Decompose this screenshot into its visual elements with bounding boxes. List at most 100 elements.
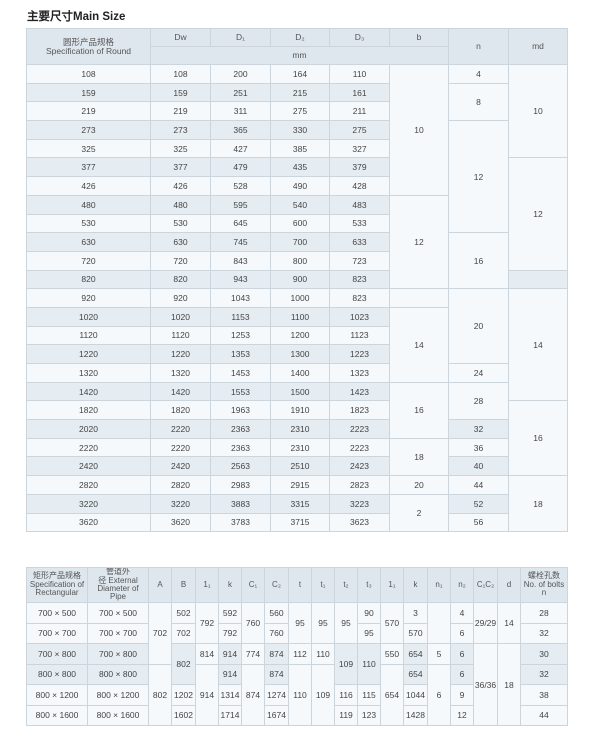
column-header: 1₁ (380, 567, 404, 603)
table-cell: 2310 (270, 419, 330, 439)
column-header: Dw (150, 28, 211, 47)
table-cell: 6 (450, 663, 474, 685)
table-cell: 700 × 800 (26, 643, 88, 665)
table-cell: 570 (380, 602, 404, 644)
table-cell: 16 (448, 232, 509, 290)
table-cell: 14 (389, 306, 449, 383)
table-cell: 44 (520, 704, 568, 726)
table-cell: 1674 (264, 704, 289, 726)
column-header: D₁ (210, 28, 271, 47)
table-cell: 592 (218, 602, 242, 624)
table-cell: 2820 (150, 475, 211, 495)
column-header: C₁C₂ (473, 567, 498, 603)
table-cell: 9 (450, 684, 474, 706)
table-cell: 2223 (329, 419, 390, 439)
table-cell: 29/29 (473, 602, 498, 644)
table-cell: 792 (195, 602, 219, 644)
table-cell: 109 (311, 663, 335, 726)
table-cell: 6 (427, 663, 451, 726)
table-cell: 1120 (150, 325, 211, 346)
table-cell: 427 (210, 138, 271, 159)
table-cell: 2223 (329, 437, 390, 458)
table-cell: 95 (334, 602, 358, 644)
table-cell: 480 (150, 194, 211, 215)
table-cell: 874 (241, 663, 265, 726)
table-cell: 2420 (26, 456, 151, 477)
table-cell: 1043 (210, 288, 271, 308)
table-cell: 1400 (270, 363, 330, 383)
table-cell: 109 (334, 643, 358, 685)
table-cell: 119 (334, 704, 358, 726)
table-cell: 219 (150, 101, 211, 122)
table-cell: 540 (270, 194, 330, 215)
table-cell: 700 × 800 (87, 643, 149, 665)
table-cell: 800 × 1600 (87, 704, 149, 726)
table-cell: 490 (270, 176, 330, 196)
table-cell: 24 (448, 363, 509, 383)
column-header: k (403, 567, 428, 603)
table-cell: 1353 (210, 344, 271, 364)
table-cell: 211 (329, 101, 390, 122)
column-header: B (171, 567, 196, 603)
table-cell: 1300 (270, 344, 330, 364)
table-cell: 550 (380, 643, 404, 665)
column-header: 矩形产品规格 Specification of Rectangular (26, 567, 88, 603)
table-row: 800 × 1200 800 × 1200 1202 1314 1274 116 115 10… (26, 684, 568, 706)
table-cell: 2823 (329, 475, 390, 495)
table-cell: 700 (270, 232, 330, 252)
table-cell: 654 (403, 643, 428, 665)
table-cell: 110 (311, 643, 335, 665)
table-cell: 702 (171, 622, 196, 644)
table-cell: 914 (218, 643, 242, 665)
column-header: C₁ (241, 567, 265, 603)
table-cell: 800 × 800 (87, 663, 149, 685)
header-row: 矩形产品规格 Specification of Rectangular 管道外 径… (26, 567, 568, 603)
table-cell: 800 × 1600 (26, 704, 88, 726)
table-cell: 3620 (26, 512, 151, 533)
table-cell: 36/36 (473, 643, 498, 726)
table-cell: 3220 (26, 493, 151, 514)
table-cell: 426 (26, 176, 151, 196)
table-cell: 1000 (270, 288, 330, 308)
table-cell: 1500 (270, 381, 330, 402)
table-cell: 14 (497, 602, 521, 644)
table-cell: 2420 (150, 456, 211, 477)
table-cell: 275 (270, 101, 330, 122)
table-cell: 428 (329, 176, 390, 196)
table-row: 273 273 365 330 275 12 (26, 120, 568, 234)
table-cell: 3883 (210, 493, 271, 514)
table-cell: 1202 (171, 684, 196, 706)
table-cell: 530 (150, 213, 211, 234)
table-row: 1020 1020 1153 1100 1023 14 (26, 306, 568, 383)
table-cell: 5 (427, 643, 451, 665)
table-cell: 479 (210, 157, 271, 178)
column-header: D₃ (329, 28, 390, 47)
table-cell: 426 (150, 176, 211, 196)
table-cell: 600 (270, 213, 330, 234)
table-cell: 2 (389, 493, 449, 533)
table-row: 2820 2820 2983 2915 2823 20 44 18 (26, 475, 568, 533)
table-cell: 40 (448, 456, 509, 477)
table-cell: 108 (26, 64, 151, 84)
table-cell: 943 (210, 269, 271, 290)
table-cell: 44 (448, 475, 509, 495)
table-row: 1820 1820 1963 1910 1823 16 (26, 400, 568, 477)
column-header: 螺栓孔数 No. of bolts n (520, 567, 568, 603)
column-header: t (288, 567, 312, 603)
table-row: 1320 1320 1453 1400 1323 24 (26, 363, 568, 383)
column-header: mm (150, 46, 449, 65)
table-cell: 3315 (270, 493, 330, 514)
table-cell: 6 (450, 622, 474, 644)
table-cell: 2310 (270, 437, 330, 458)
table-cell: 502 (171, 602, 196, 624)
table-cell: 800 × 1200 (87, 684, 149, 706)
column-header: 圆形产品规格 Specification of Round (26, 28, 151, 65)
table-cell: 95 (288, 602, 312, 644)
table-row: 1420 1420 1553 1500 1423 16 28 (26, 381, 568, 439)
table-cell: 12 (448, 120, 509, 234)
table-cell: 4 (448, 64, 509, 84)
table-cell (427, 602, 451, 644)
table-cell: 330 (270, 120, 330, 140)
table-cell: 200 (210, 64, 271, 84)
table-cell: 435 (270, 157, 330, 178)
